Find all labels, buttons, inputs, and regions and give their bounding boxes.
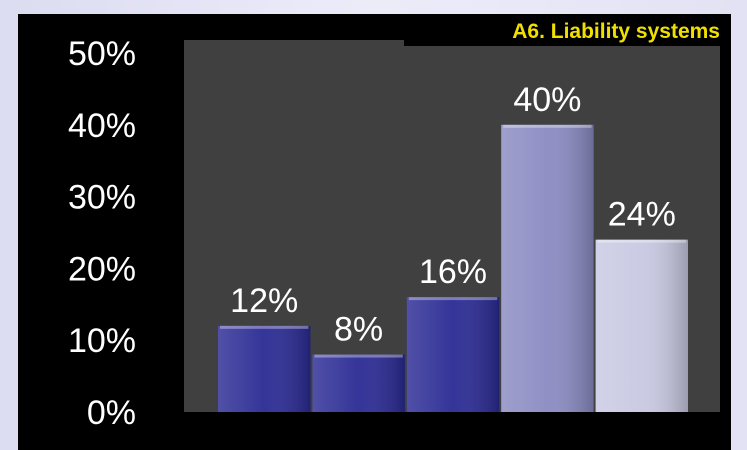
y-tick-label: 0%: [87, 394, 136, 432]
y-tick-label: 30%: [68, 179, 136, 217]
bar-top-highlight: [408, 297, 498, 301]
bar-shine: [501, 124, 594, 413]
y-tick-label: 50%: [68, 35, 136, 73]
data-label: 8%: [334, 311, 383, 349]
data-label: 16%: [419, 253, 487, 291]
bar-shine: [406, 297, 500, 412]
bar-shine: [218, 325, 311, 412]
bar-top-highlight: [220, 325, 309, 329]
y-tick-label: 20%: [68, 250, 136, 288]
data-label: 24%: [608, 196, 676, 234]
y-tick-label: 40%: [68, 107, 136, 145]
bar-shine: [595, 239, 688, 412]
bar-top-highlight: [503, 124, 592, 128]
data-label: 12%: [230, 282, 298, 320]
chart-title: A6. Liability systems: [404, 18, 722, 46]
bar-top-highlight: [314, 354, 403, 358]
data-label: 40%: [513, 81, 581, 119]
bar-shine: [312, 354, 405, 412]
bar-top-highlight: [597, 239, 686, 243]
y-tick-label: 10%: [68, 322, 136, 360]
